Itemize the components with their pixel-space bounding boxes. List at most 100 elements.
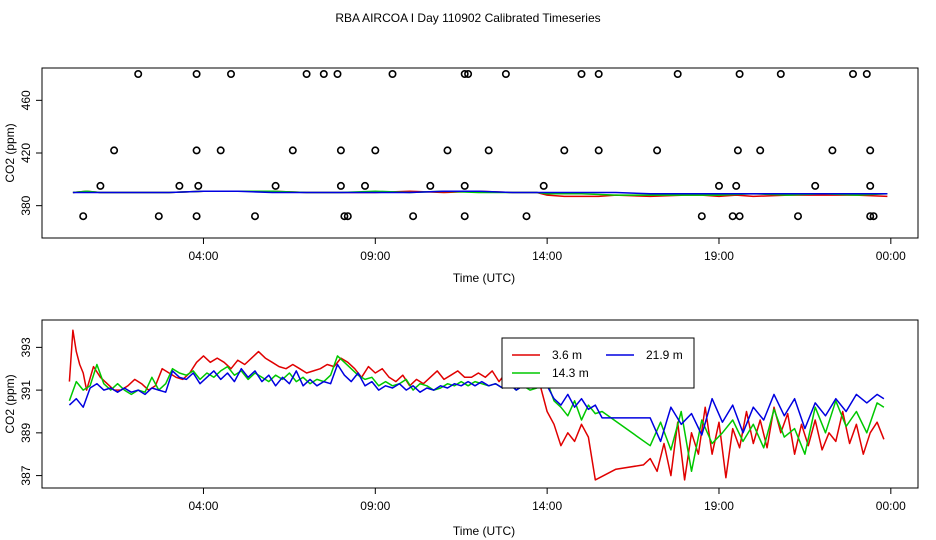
top-x-tick-label: 19:00 bbox=[704, 249, 734, 263]
top-plot-frame bbox=[41, 67, 919, 239]
top-x-tick-label: 04:00 bbox=[188, 249, 218, 263]
top-data-point bbox=[192, 212, 201, 221]
bottom-series-s36 bbox=[68, 329, 885, 481]
top-data-point bbox=[697, 212, 706, 221]
top-data-point bbox=[673, 70, 682, 79]
bottom-series-s219 bbox=[68, 363, 885, 443]
top-data-point bbox=[793, 212, 802, 221]
bottom-y-axis: 387 389 391 393 bbox=[19, 337, 42, 486]
top-data-point bbox=[594, 70, 603, 79]
figure-title: RBA AIRCOA I Day 110902 Calibrated Times… bbox=[335, 11, 600, 25]
legend-box bbox=[501, 337, 695, 389]
bottom-lines bbox=[68, 329, 885, 481]
top-data-point bbox=[869, 212, 878, 221]
top-data-point bbox=[288, 146, 297, 155]
bottom-x-axis: 04:00 09:00 14:00 19:00 00:00 bbox=[188, 488, 906, 513]
top-data-point bbox=[732, 181, 741, 190]
bottom-x-tick-label: 14:00 bbox=[532, 499, 562, 513]
top-data-point bbox=[96, 181, 105, 190]
top-data-point bbox=[192, 70, 201, 79]
bottom-panel: 04:00 09:00 14:00 19:00 00:00 387 389 391 393 T… bbox=[3, 319, 919, 538]
top-data-point bbox=[333, 70, 342, 79]
top-x-tick-label: 14:00 bbox=[532, 249, 562, 263]
top-data-point bbox=[811, 181, 820, 190]
top-panel: 04:00 09:00 14:00 19:00 00:00 380 420 460 Time… bbox=[3, 67, 919, 285]
bottom-y-tick-label: 389 bbox=[19, 423, 33, 443]
top-data-point bbox=[848, 70, 857, 79]
legend-label-14-3m: 14.3 m bbox=[552, 366, 589, 380]
bottom-y-tick-label: 391 bbox=[19, 380, 33, 400]
top-data-point bbox=[426, 181, 435, 190]
top-data-point bbox=[175, 181, 184, 190]
top-data-point bbox=[866, 181, 875, 190]
bottom-x-axis-label: Time (UTC) bbox=[453, 524, 515, 538]
bottom-x-tick-label: 04:00 bbox=[188, 499, 218, 513]
top-data-point bbox=[371, 146, 380, 155]
top-data-point bbox=[756, 146, 765, 155]
top-data-point bbox=[340, 212, 349, 221]
top-data-point bbox=[560, 146, 569, 155]
top-data-point bbox=[862, 70, 871, 79]
top-data-point bbox=[484, 146, 493, 155]
top-data-point bbox=[79, 212, 88, 221]
bottom-series-s143 bbox=[68, 355, 885, 473]
top-data-point bbox=[464, 70, 473, 79]
top-data-point bbox=[343, 212, 352, 221]
bottom-y-tick-label: 387 bbox=[19, 465, 33, 485]
top-x-tick-label: 00:00 bbox=[876, 249, 906, 263]
top-data-point bbox=[194, 181, 203, 190]
top-data-point bbox=[251, 212, 260, 221]
bottom-plot-frame bbox=[41, 319, 919, 489]
top-data-point bbox=[271, 181, 280, 190]
top-data-point bbox=[733, 146, 742, 155]
top-data-point bbox=[319, 70, 328, 79]
top-data-point bbox=[735, 212, 744, 221]
top-data-point bbox=[302, 70, 311, 79]
top-data-point bbox=[594, 146, 603, 155]
top-y-tick-label: 380 bbox=[19, 195, 33, 215]
top-points bbox=[79, 70, 878, 221]
top-data-point bbox=[227, 70, 236, 79]
top-data-point bbox=[577, 70, 586, 79]
top-y-axis: 380 420 460 bbox=[19, 90, 42, 216]
top-data-point bbox=[336, 146, 345, 155]
top-data-point bbox=[735, 70, 744, 79]
top-data-point bbox=[336, 181, 345, 190]
top-series-s219 bbox=[72, 190, 888, 195]
top-data-point bbox=[522, 212, 531, 221]
top-data-point bbox=[388, 70, 397, 79]
top-data-point bbox=[866, 212, 875, 221]
top-data-point bbox=[728, 212, 737, 221]
legend-label-3-6m: 3.6 m bbox=[552, 348, 582, 362]
bottom-y-axis-label: CO2 (ppm) bbox=[3, 374, 17, 433]
legend-label-21-9m: 21.9 m bbox=[646, 348, 683, 362]
top-data-point bbox=[443, 146, 452, 155]
top-data-point bbox=[653, 146, 662, 155]
bottom-y-tick-label: 393 bbox=[19, 337, 33, 357]
top-data-point bbox=[360, 181, 369, 190]
top-data-point bbox=[134, 70, 143, 79]
bottom-x-tick-label: 00:00 bbox=[876, 499, 906, 513]
bottom-x-tick-label: 19:00 bbox=[704, 499, 734, 513]
top-data-point bbox=[714, 181, 723, 190]
top-data-point bbox=[501, 70, 510, 79]
top-data-point bbox=[460, 212, 469, 221]
top-data-point bbox=[776, 70, 785, 79]
top-y-tick-label: 460 bbox=[19, 90, 33, 110]
top-data-point bbox=[409, 212, 418, 221]
top-data-point bbox=[539, 181, 548, 190]
top-data-point bbox=[460, 181, 469, 190]
top-x-axis-label: Time (UTC) bbox=[453, 271, 515, 285]
legend: 3.6 m 21.9 m 14.3 m bbox=[501, 337, 695, 389]
bottom-x-tick-label: 09:00 bbox=[360, 499, 390, 513]
top-data-point bbox=[192, 146, 201, 155]
top-x-tick-label: 09:00 bbox=[360, 249, 390, 263]
top-data-point bbox=[110, 146, 119, 155]
top-data-point bbox=[216, 146, 225, 155]
top-data-point bbox=[460, 70, 469, 79]
top-x-axis: 04:00 09:00 14:00 19:00 00:00 bbox=[188, 238, 906, 263]
top-y-tick-label: 420 bbox=[19, 143, 33, 163]
top-data-point bbox=[154, 212, 163, 221]
top-lines bbox=[72, 190, 888, 198]
